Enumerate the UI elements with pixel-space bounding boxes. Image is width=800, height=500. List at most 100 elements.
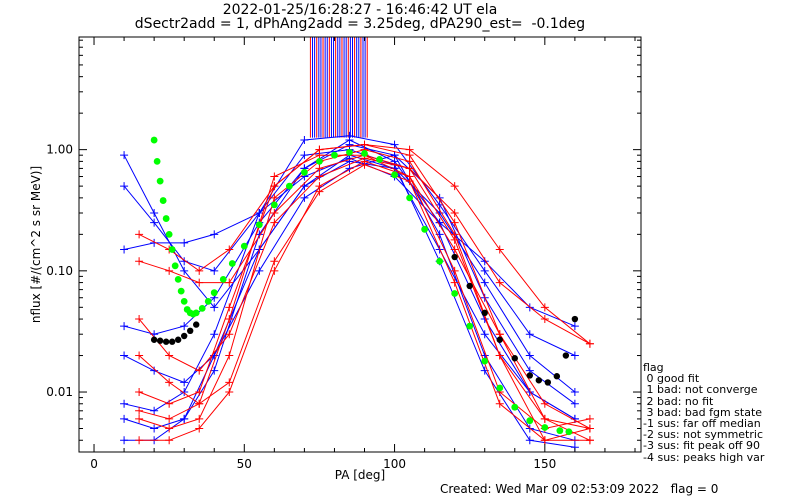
- series-point: [195, 388, 204, 397]
- fit-point-green: [376, 156, 383, 163]
- series-point: [540, 436, 549, 445]
- fit-point-black: [466, 282, 473, 290]
- fit-point-black: [511, 355, 518, 362]
- series-point: [315, 151, 324, 160]
- fit-point-black: [571, 315, 579, 323]
- series-point: [450, 266, 459, 275]
- series-point: [180, 257, 189, 266]
- series-point: [225, 315, 234, 324]
- series-line-12: [139, 160, 591, 441]
- series-point: [525, 351, 534, 360]
- series-point: [165, 351, 174, 360]
- series-point: [405, 145, 414, 154]
- fit-point-green: [204, 297, 212, 305]
- series-point: [165, 414, 174, 423]
- y-tick-label: 0.10: [46, 264, 73, 278]
- series-point: [120, 414, 129, 423]
- series-line-0: [123, 157, 576, 327]
- series-point: [135, 351, 144, 360]
- series-point: [390, 140, 399, 149]
- series-point: [450, 182, 459, 191]
- fit-point-black: [553, 373, 561, 380]
- series-point: [405, 177, 414, 186]
- series-point: [270, 266, 279, 275]
- fit-point-green: [565, 428, 573, 436]
- series-point: [165, 399, 174, 408]
- series-line-11: [138, 144, 591, 441]
- series-point: [315, 164, 324, 173]
- fit-point-green: [301, 168, 308, 176]
- series-point: [450, 278, 459, 287]
- series-point: [270, 172, 279, 181]
- fit-point-green: [331, 151, 338, 159]
- fit-point-green: [481, 357, 489, 365]
- series-point: [570, 351, 579, 360]
- series-point: [150, 218, 159, 227]
- fit-point-green: [556, 427, 564, 435]
- flag-legend-item-5: -2 sus: not symmetric: [643, 428, 763, 442]
- series-point: [135, 406, 144, 415]
- series-point: [210, 303, 219, 312]
- fit-point-green: [174, 275, 182, 283]
- series-point: [195, 266, 204, 275]
- series-point: [195, 278, 204, 287]
- series-point: [270, 218, 279, 227]
- fit-point-green: [526, 417, 534, 425]
- x-tick-label: 100: [383, 457, 406, 471]
- series-point: [360, 140, 369, 149]
- footer: Created: Wed Mar 09 02:53:09 2022 flag =…: [440, 482, 718, 496]
- series-point: [225, 303, 234, 312]
- series-point: [120, 322, 129, 331]
- fit-point-green: [171, 262, 179, 270]
- fit-point-green: [466, 322, 474, 330]
- series-line-14: [138, 164, 591, 441]
- fit-point-green: [541, 424, 549, 431]
- fit-point-green: [168, 246, 176, 253]
- flag-legend-item-2: 2 bad: no fit: [643, 394, 714, 408]
- series-line-10: [138, 157, 591, 372]
- series-point: [405, 164, 414, 173]
- plot-frame: [78, 36, 642, 453]
- series-point: [495, 351, 504, 360]
- fit-point-green: [316, 157, 323, 165]
- flag-legend-item-3: 3 bad: bad fgm state: [643, 405, 763, 419]
- fit-point-green: [406, 194, 413, 202]
- series-point: [540, 414, 549, 423]
- series-point: [300, 151, 309, 160]
- series-point: [180, 378, 189, 387]
- fit-point-black: [496, 336, 503, 343]
- series-point: [585, 424, 594, 433]
- series-point: [165, 378, 174, 387]
- series-point: [165, 266, 174, 275]
- series-point: [195, 366, 204, 375]
- fit-point-black: [535, 377, 543, 384]
- series-point: [150, 366, 159, 375]
- series-point: [210, 330, 219, 339]
- chart-title-line1: 2022-01-25/16:28:27 - 16:46:42 UT ela: [222, 2, 498, 18]
- series-point: [120, 245, 129, 254]
- series-point: [225, 278, 234, 287]
- series-point: [480, 330, 489, 339]
- x-tick-label: 0: [90, 457, 98, 471]
- series-point: [180, 322, 189, 331]
- series-line-4: [123, 139, 576, 420]
- fit-point-black: [451, 253, 458, 261]
- series-point: [225, 330, 234, 339]
- fit-point-black: [162, 338, 170, 345]
- series-point: [120, 182, 129, 191]
- series-point: [180, 266, 189, 275]
- fit-point-green: [511, 403, 519, 411]
- series-line-13: [138, 144, 591, 345]
- series-point: [135, 230, 144, 239]
- series-point: [315, 187, 324, 196]
- series-point: [150, 406, 159, 415]
- series-point: [570, 399, 579, 408]
- series-point: [540, 303, 549, 312]
- fit-point-black: [168, 338, 176, 345]
- fit-point-green: [451, 290, 459, 297]
- fit-point-green: [153, 157, 161, 165]
- fit-point-green: [177, 287, 185, 295]
- y-axis-label: nflux [#/(cm^2 s sr MeV)]: [29, 166, 43, 323]
- fit-point-black: [526, 372, 534, 379]
